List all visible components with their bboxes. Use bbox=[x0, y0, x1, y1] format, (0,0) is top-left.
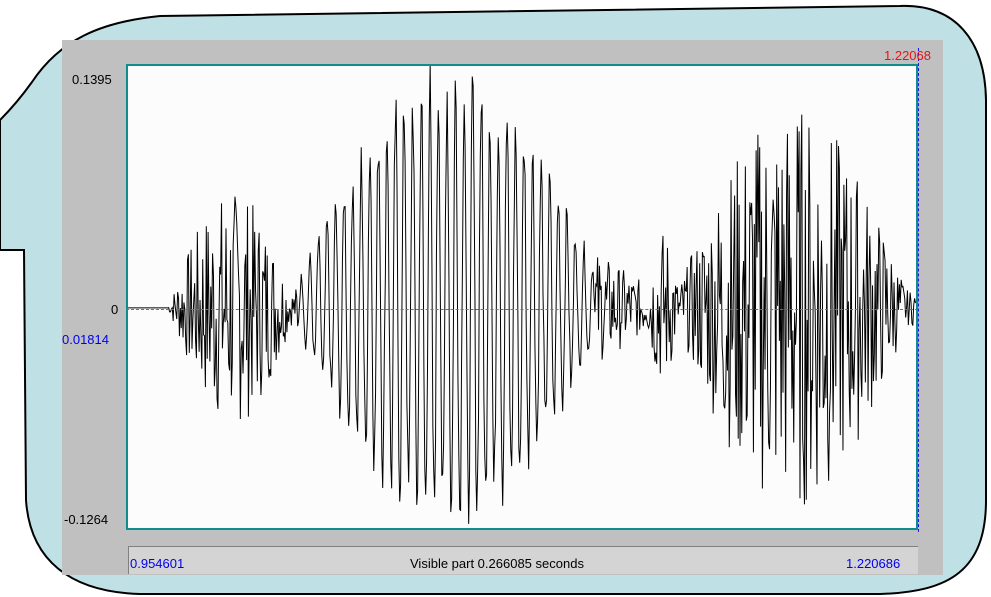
end-time-label: 1.220686 bbox=[846, 556, 901, 571]
waveform-svg bbox=[128, 66, 916, 524]
y-zero-label: 0 bbox=[111, 302, 119, 317]
cursor-time-label: 1.22068 bbox=[884, 48, 931, 63]
visible-part-label: Visible part 0.266085 seconds bbox=[410, 556, 584, 571]
y-max-label: 0.1395 bbox=[72, 72, 112, 87]
y-min-label: -0.1264 bbox=[64, 512, 109, 527]
start-time-label: 0.954601 bbox=[130, 556, 185, 571]
zero-amplitude-line bbox=[126, 309, 918, 310]
waveform-trace bbox=[128, 66, 916, 524]
visible-part-bar[interactable] bbox=[128, 546, 918, 574]
time-cursor-line[interactable] bbox=[918, 48, 919, 532]
y-cursor-value-label: 0.01814 bbox=[62, 332, 109, 347]
waveform-plot-area[interactable] bbox=[126, 64, 918, 530]
